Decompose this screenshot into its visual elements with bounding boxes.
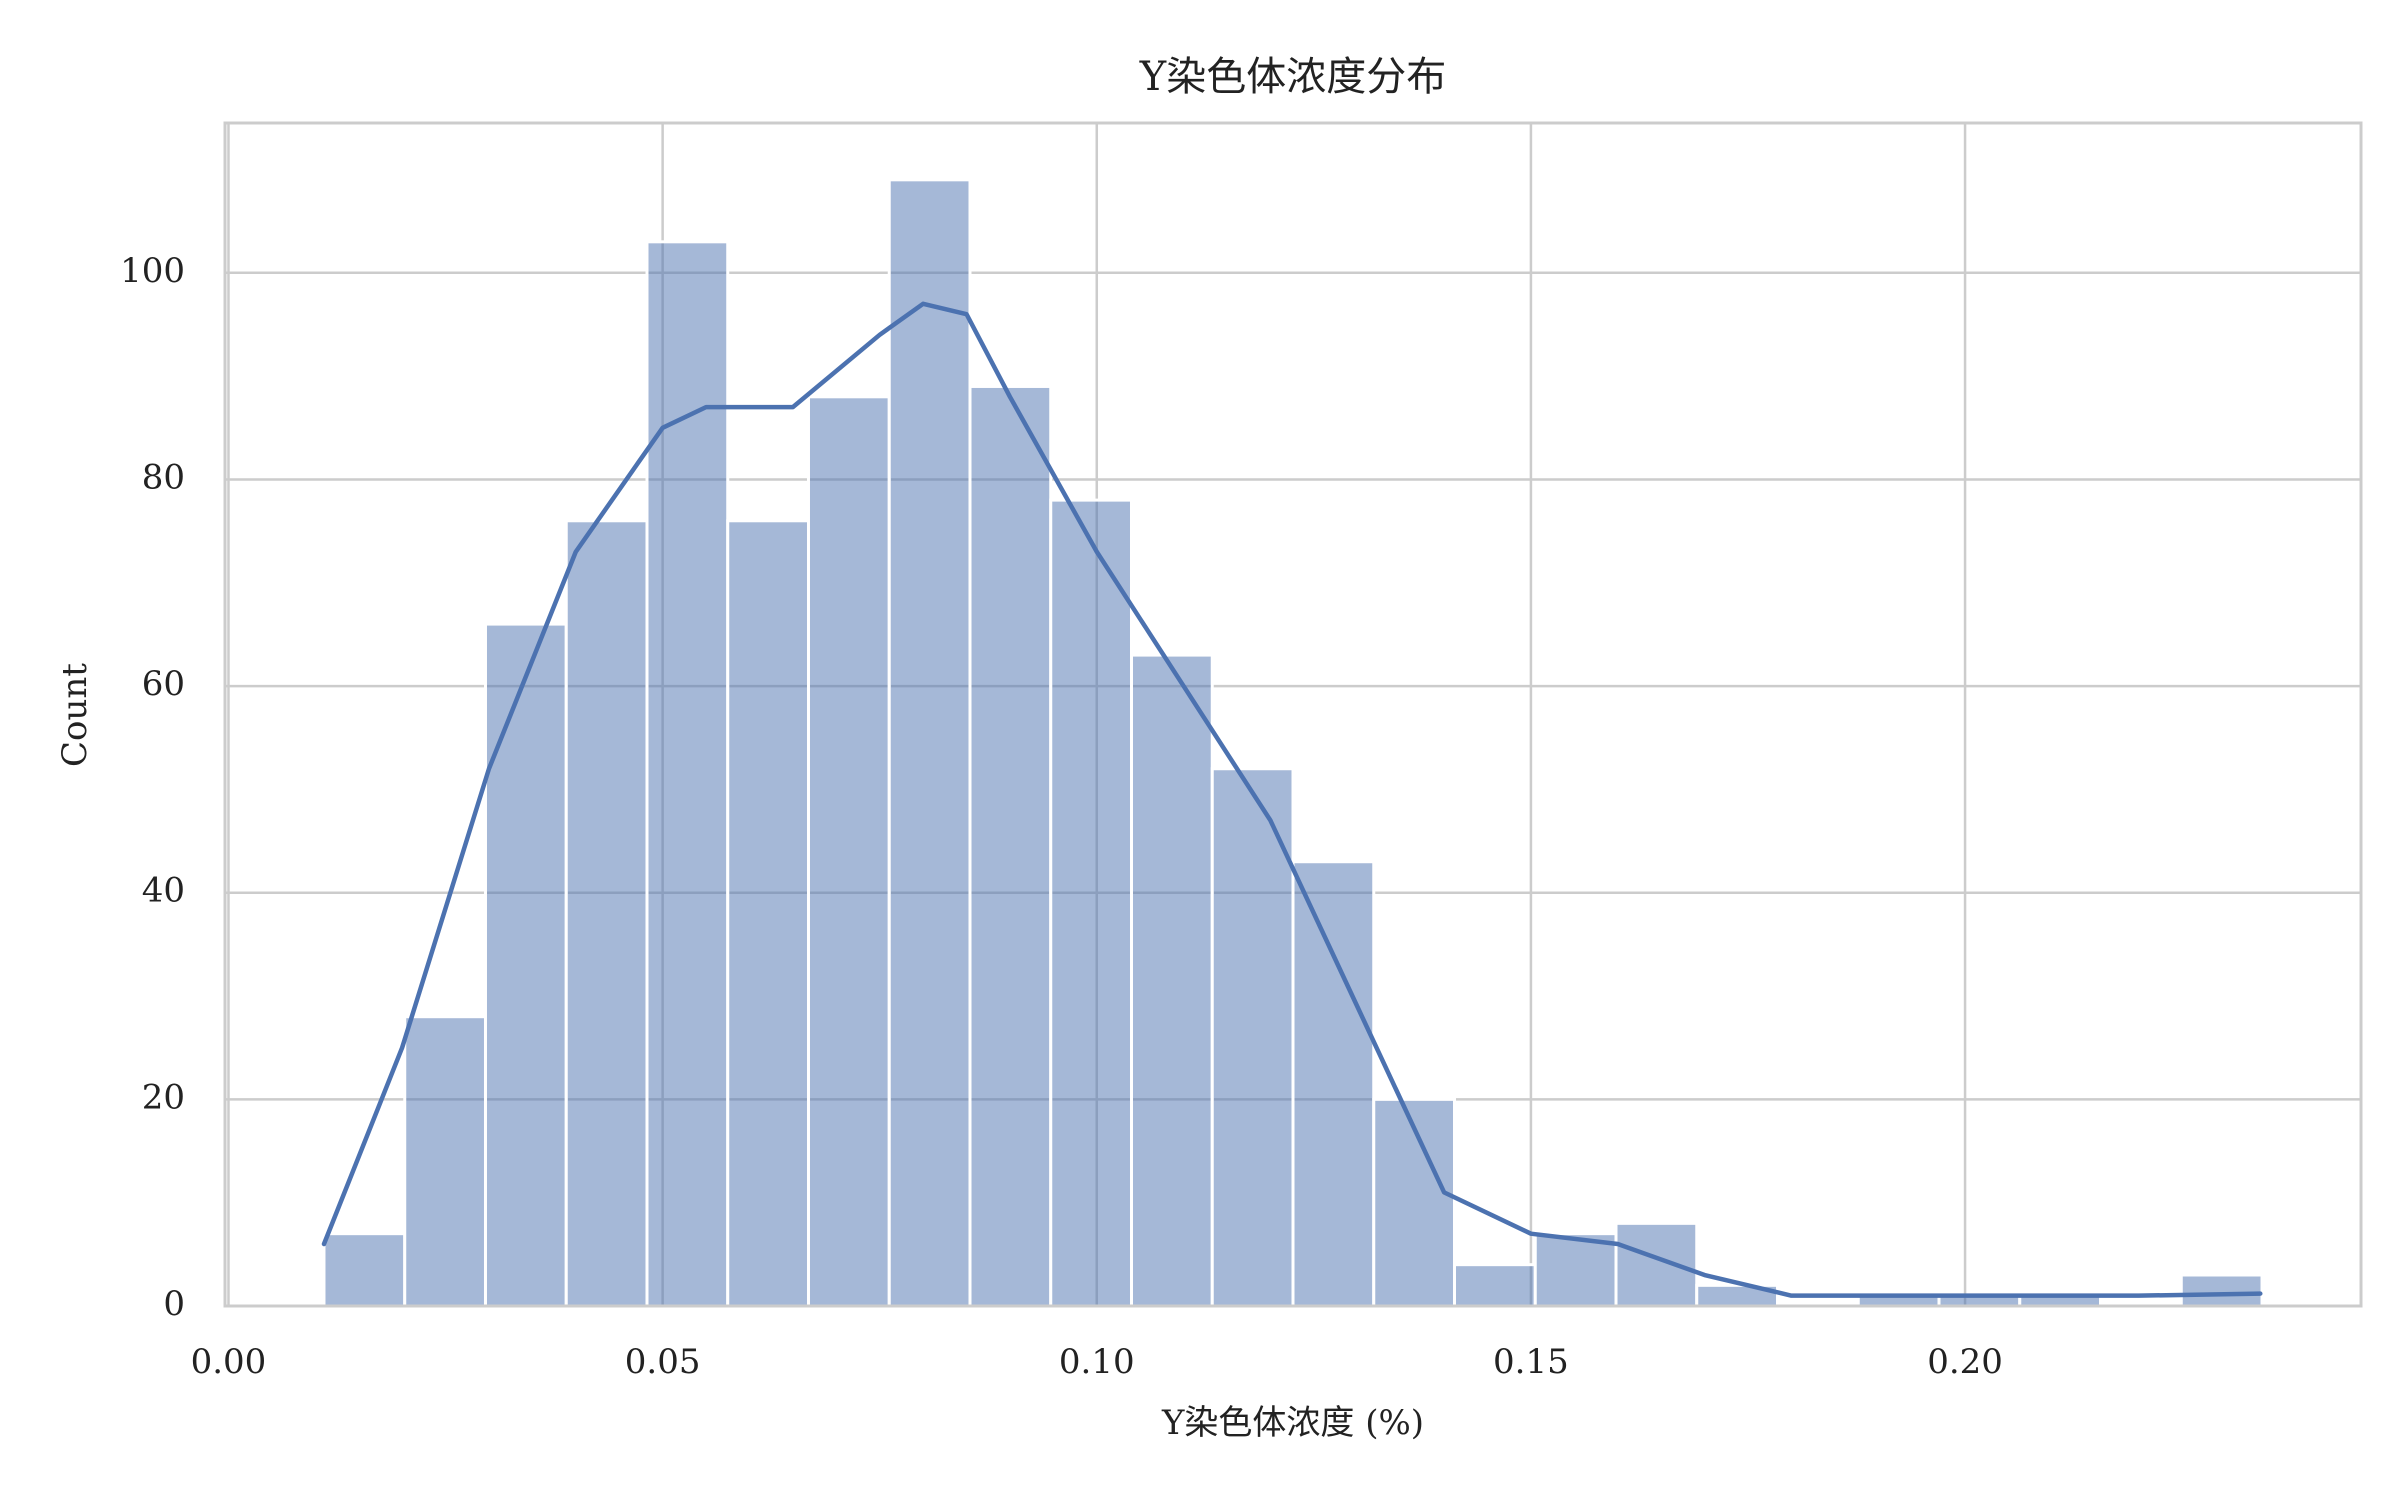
bar bbox=[806, 395, 891, 1308]
y-tick-label: 80 bbox=[142, 457, 185, 497]
y-tick-label: 40 bbox=[142, 871, 185, 911]
bar bbox=[403, 1015, 487, 1308]
x-tick-label: 0.05 bbox=[625, 1342, 701, 1382]
y-tick-label: 0 bbox=[163, 1284, 185, 1324]
x-tick-label: 0.00 bbox=[191, 1342, 267, 1382]
y-tick-label: 60 bbox=[142, 664, 185, 704]
bar bbox=[968, 384, 1053, 1308]
bar bbox=[1533, 1232, 1618, 1308]
bar bbox=[1372, 1097, 1457, 1308]
y-tick-label: 100 bbox=[120, 251, 185, 291]
y-axis-label: Count bbox=[55, 663, 95, 767]
y-tick-label: 20 bbox=[142, 1077, 185, 1117]
chart-title: Y染色体浓度分布 bbox=[1139, 54, 1446, 100]
bar bbox=[322, 1232, 407, 1308]
bar bbox=[1453, 1263, 1537, 1308]
bar bbox=[1614, 1221, 1699, 1308]
bar bbox=[726, 519, 810, 1308]
x-tick-label: 0.10 bbox=[1059, 1342, 1135, 1382]
bar bbox=[1129, 653, 1214, 1308]
bar bbox=[1049, 498, 1133, 1308]
bar bbox=[483, 622, 568, 1308]
bar bbox=[1291, 860, 1376, 1308]
kde-line bbox=[321, 301, 2263, 1298]
x-tick-label: 0.15 bbox=[1493, 1342, 1569, 1382]
x-axis-label: Y染色体浓度 (%) bbox=[1161, 1403, 1424, 1443]
bar bbox=[887, 178, 972, 1308]
bar bbox=[645, 240, 730, 1308]
bar bbox=[564, 519, 649, 1308]
bar bbox=[1210, 767, 1295, 1308]
bar bbox=[2179, 1273, 2264, 1308]
plot-frame bbox=[223, 121, 2363, 1308]
x-tick-label: 0.20 bbox=[1927, 1342, 2003, 1382]
